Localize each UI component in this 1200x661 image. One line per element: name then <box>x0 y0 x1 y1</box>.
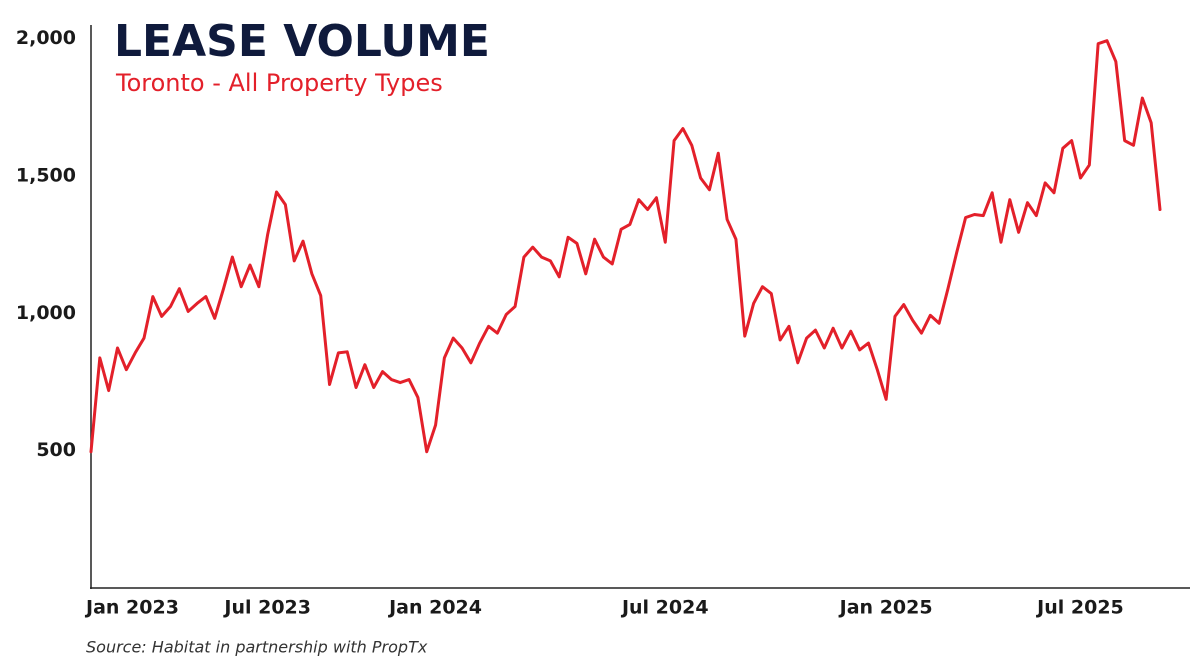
x-tick-label: Jan 2024 <box>387 597 482 619</box>
x-tick-label: Jul 2023 <box>222 597 311 619</box>
data-line <box>89 39 1162 454</box>
y-tick-label: 1,000 <box>16 302 76 324</box>
chart-title: LEASE VOLUME <box>114 16 490 67</box>
x-tick-label: Jan 2025 <box>838 597 933 619</box>
x-tick-label: Jul 2025 <box>1035 597 1124 619</box>
y-tick-label: 500 <box>36 439 76 461</box>
x-tick-label: Jul 2024 <box>620 597 709 619</box>
y-tick-label: 1,500 <box>16 165 76 187</box>
source-note: Source: Habitat in partnership with Prop… <box>86 638 428 657</box>
y-tick-label: 2,000 <box>16 27 76 49</box>
x-tick-label: Jan 2023 <box>84 597 179 619</box>
chart-subtitle: Toronto - All Property Types <box>115 69 443 97</box>
